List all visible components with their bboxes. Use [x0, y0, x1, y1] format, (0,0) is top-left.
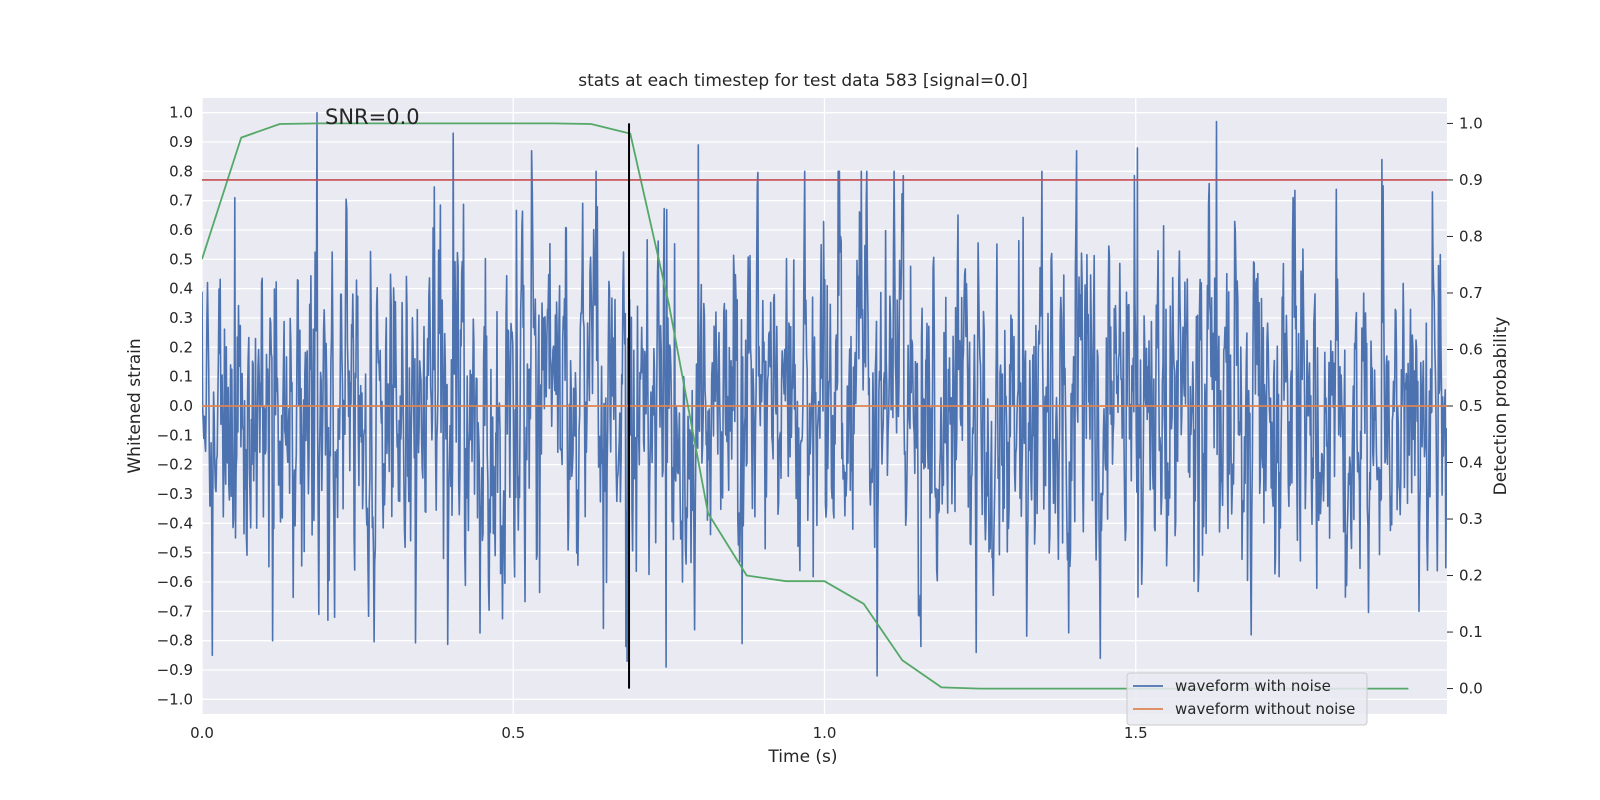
- y2-tick-label: 1.0: [1459, 114, 1483, 132]
- y-tick-label: 0.8: [169, 162, 193, 180]
- y2-axis-label: Detection probability: [1491, 317, 1511, 496]
- x-tick-label: 0.5: [501, 724, 525, 742]
- left-axis-ticks: 1.0 0.9 0.8 0.7 0.6 0.5 0.4 0.3 0.2 0.1 0.0 −0.1 −0.…: [157, 104, 193, 709]
- x-tick-label: 1.5: [1124, 724, 1148, 742]
- y-tick-label: −0.4: [157, 514, 193, 532]
- right-axis-ticks: 1.0 0.9 0.8 0.7 0.6 0.5 0.4 0.3 0.2 0.1 0.0: [1447, 114, 1483, 698]
- y-tick-label: −0.6: [157, 573, 193, 591]
- y2-tick-label: 0.4: [1459, 454, 1483, 472]
- y-tick-label: 0.9: [169, 133, 193, 151]
- y-tick-label: 0.5: [169, 250, 193, 268]
- y-tick-label: −0.1: [157, 426, 193, 444]
- x-axis-label: Time (s): [767, 747, 837, 767]
- legend: waveform with noise waveform without noi…: [1126, 672, 1368, 726]
- y-tick-label: 0.1: [169, 368, 193, 386]
- y2-tick-label: 0.2: [1459, 567, 1483, 585]
- y-axis-label: Whitened strain: [125, 338, 145, 473]
- y-tick-label: −0.8: [157, 632, 193, 650]
- y-tick-label: −1.0: [157, 690, 193, 708]
- y2-tick-label: 0.3: [1459, 510, 1483, 528]
- y-tick-label: 1.0: [169, 104, 193, 122]
- y2-tick-label: 0.1: [1459, 623, 1483, 641]
- y2-tick-label: 0.8: [1459, 227, 1483, 245]
- y2-tick-label: 0.5: [1459, 397, 1483, 415]
- y-tick-label: 0.7: [169, 192, 193, 210]
- y-tick-label: −0.9: [157, 661, 193, 679]
- x-tick-label: 1.0: [813, 724, 837, 742]
- chart-title: stats at each timestep for test data 583…: [578, 71, 1028, 91]
- y2-tick-label: 0.9: [1459, 171, 1483, 189]
- y2-tick-label: 0.6: [1459, 340, 1483, 358]
- y-tick-label: 0.2: [169, 338, 193, 356]
- y-tick-label: 0.0: [169, 397, 193, 415]
- y-tick-label: −0.3: [157, 485, 193, 503]
- snr-annotation: SNR=0.0: [325, 105, 420, 129]
- legend-label-waveform-without-noise: waveform without noise: [1175, 700, 1355, 718]
- series-waveform-with-noise: [202, 111, 1447, 677]
- x-axis-ticks: 0.0 0.5 1.0 1.5: [190, 724, 1148, 742]
- y2-tick-label: 0.7: [1459, 284, 1483, 302]
- y-tick-label: 0.4: [169, 280, 193, 298]
- y-tick-label: −0.2: [157, 456, 193, 474]
- x-tick-label: 0.0: [190, 724, 214, 742]
- legend-box: [1126, 672, 1368, 726]
- y-tick-label: 0.6: [169, 221, 193, 239]
- y-tick-label: −0.5: [157, 544, 193, 562]
- y-tick-label: −0.7: [157, 602, 193, 620]
- y2-tick-label: 0.0: [1459, 680, 1483, 698]
- y-tick-label: 0.3: [169, 309, 193, 327]
- legend-label-waveform-with-noise: waveform with noise: [1175, 677, 1331, 695]
